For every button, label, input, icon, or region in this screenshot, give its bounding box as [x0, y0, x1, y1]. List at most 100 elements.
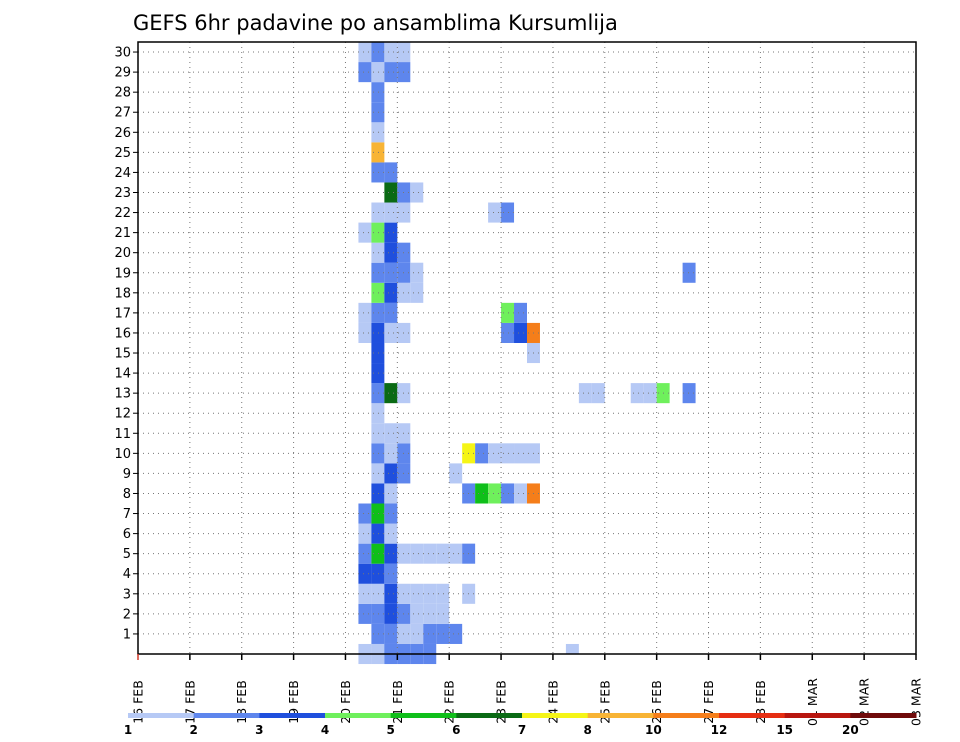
- data-cell: [371, 142, 385, 163]
- data-cell: [384, 383, 398, 404]
- x-tick-label: 26 FEB: [649, 680, 664, 724]
- y-tick-label: 28: [114, 86, 131, 101]
- data-cell: [384, 423, 398, 444]
- y-tick-label: 3: [123, 587, 131, 602]
- x-tick-label: 02 MAR: [857, 678, 872, 726]
- data-cell: [371, 82, 385, 103]
- data-cell: [384, 623, 398, 644]
- y-tick-label: 2: [123, 607, 131, 622]
- data-cell: [384, 182, 398, 203]
- colorbar-label: 2: [189, 723, 197, 737]
- data-cell: [423, 543, 437, 564]
- data-cell: [371, 523, 385, 544]
- colorbar-swatch: [587, 713, 654, 718]
- data-cell: [371, 262, 385, 283]
- data-cell: [410, 623, 424, 644]
- data-cell: [371, 322, 385, 343]
- colorbar-label: 3: [255, 723, 263, 737]
- y-tick-label: 29: [114, 66, 131, 81]
- data-cell: [436, 603, 450, 624]
- data-cell: [384, 162, 398, 183]
- data-cell: [371, 202, 385, 223]
- data-cell: [384, 563, 398, 584]
- colorbar-swatch: [325, 713, 392, 718]
- data-cell: [682, 383, 696, 404]
- data-cell: [384, 543, 398, 564]
- y-tick-label: 6: [123, 527, 131, 542]
- data-cell: [384, 503, 398, 524]
- colorbar-label: 4: [321, 723, 329, 737]
- data-cell: [384, 282, 398, 303]
- data-cell: [449, 623, 463, 644]
- data-cell: [371, 543, 385, 564]
- x-tick-label: 21 FEB: [390, 680, 405, 724]
- x-tick-label: 22 FEB: [442, 680, 457, 724]
- colorbar-label: 10: [645, 723, 662, 737]
- data-cell: [578, 383, 592, 404]
- colorbar-label: 7: [518, 723, 526, 737]
- data-cell: [371, 282, 385, 303]
- colorbar-swatch: [850, 713, 917, 718]
- data-cell: [436, 543, 450, 564]
- x-tick-label: 20 FEB: [338, 680, 353, 724]
- data-cell: [423, 583, 437, 604]
- data-cell: [643, 383, 657, 404]
- colorbar-swatch: [390, 713, 457, 718]
- data-cell: [514, 302, 527, 323]
- data-cell: [371, 463, 385, 484]
- data-cell: [410, 583, 424, 604]
- data-cell: [514, 443, 527, 464]
- colorbar-label: 1: [124, 723, 132, 737]
- colorbar-swatch: [522, 713, 589, 718]
- data-cell: [384, 202, 398, 223]
- data-cell: [358, 583, 372, 604]
- x-tick-label: 24 FEB: [545, 680, 560, 724]
- data-cell: [384, 62, 398, 83]
- data-cell: [371, 403, 385, 424]
- data-cell: [384, 643, 398, 654]
- grid-lines: [138, 42, 916, 654]
- y-axis: 1234567891011121314151617181920212223242…: [114, 46, 138, 642]
- data-cell: [514, 322, 527, 343]
- y-tick-label: 10: [114, 447, 131, 462]
- y-tick-label: 14: [114, 367, 131, 382]
- data-cell: [475, 443, 489, 464]
- y-tick-label: 11: [114, 427, 131, 442]
- colorbar-label: 6: [452, 723, 460, 737]
- data-cell: [371, 363, 385, 384]
- y-tick-label: 9: [123, 467, 131, 482]
- data-cell: [475, 483, 489, 504]
- data-cell: [358, 543, 372, 564]
- data-cell: [488, 443, 502, 464]
- chart-title: GEFS 6hr padavine po ansamblima Kursumli…: [133, 11, 618, 35]
- x-tick-label: 01 MAR: [805, 678, 820, 726]
- data-cell: [501, 483, 515, 504]
- data-cell: [384, 443, 398, 464]
- colorbar-swatch: [653, 713, 720, 718]
- data-cell: [410, 543, 424, 564]
- data-cell: [371, 162, 385, 183]
- y-tick-label: 5: [123, 547, 131, 562]
- y-tick-label: 19: [114, 266, 131, 281]
- data-cell: [358, 302, 372, 323]
- colorbar-swatch: [719, 713, 786, 718]
- colorbar-swatch: [193, 713, 260, 718]
- data-cell: [501, 202, 515, 223]
- data-cell: [371, 563, 385, 584]
- colorbar-swatch: [456, 713, 523, 718]
- data-cell: [371, 623, 385, 644]
- data-cell: [514, 483, 527, 504]
- data-cell: [630, 383, 644, 404]
- x-tick-label: 25 FEB: [597, 680, 612, 724]
- y-tick-label: 22: [114, 206, 131, 221]
- y-tick-label: 1: [123, 627, 131, 642]
- y-tick-label: 7: [123, 507, 131, 522]
- x-tick-label: 19 FEB: [286, 680, 301, 724]
- colorbar-swatch: [128, 713, 195, 718]
- y-tick-label: 15: [114, 347, 131, 362]
- y-tick-label: 18: [114, 286, 131, 301]
- data-cells: [358, 42, 696, 665]
- data-cell: [384, 483, 398, 504]
- data-cell: [488, 202, 502, 223]
